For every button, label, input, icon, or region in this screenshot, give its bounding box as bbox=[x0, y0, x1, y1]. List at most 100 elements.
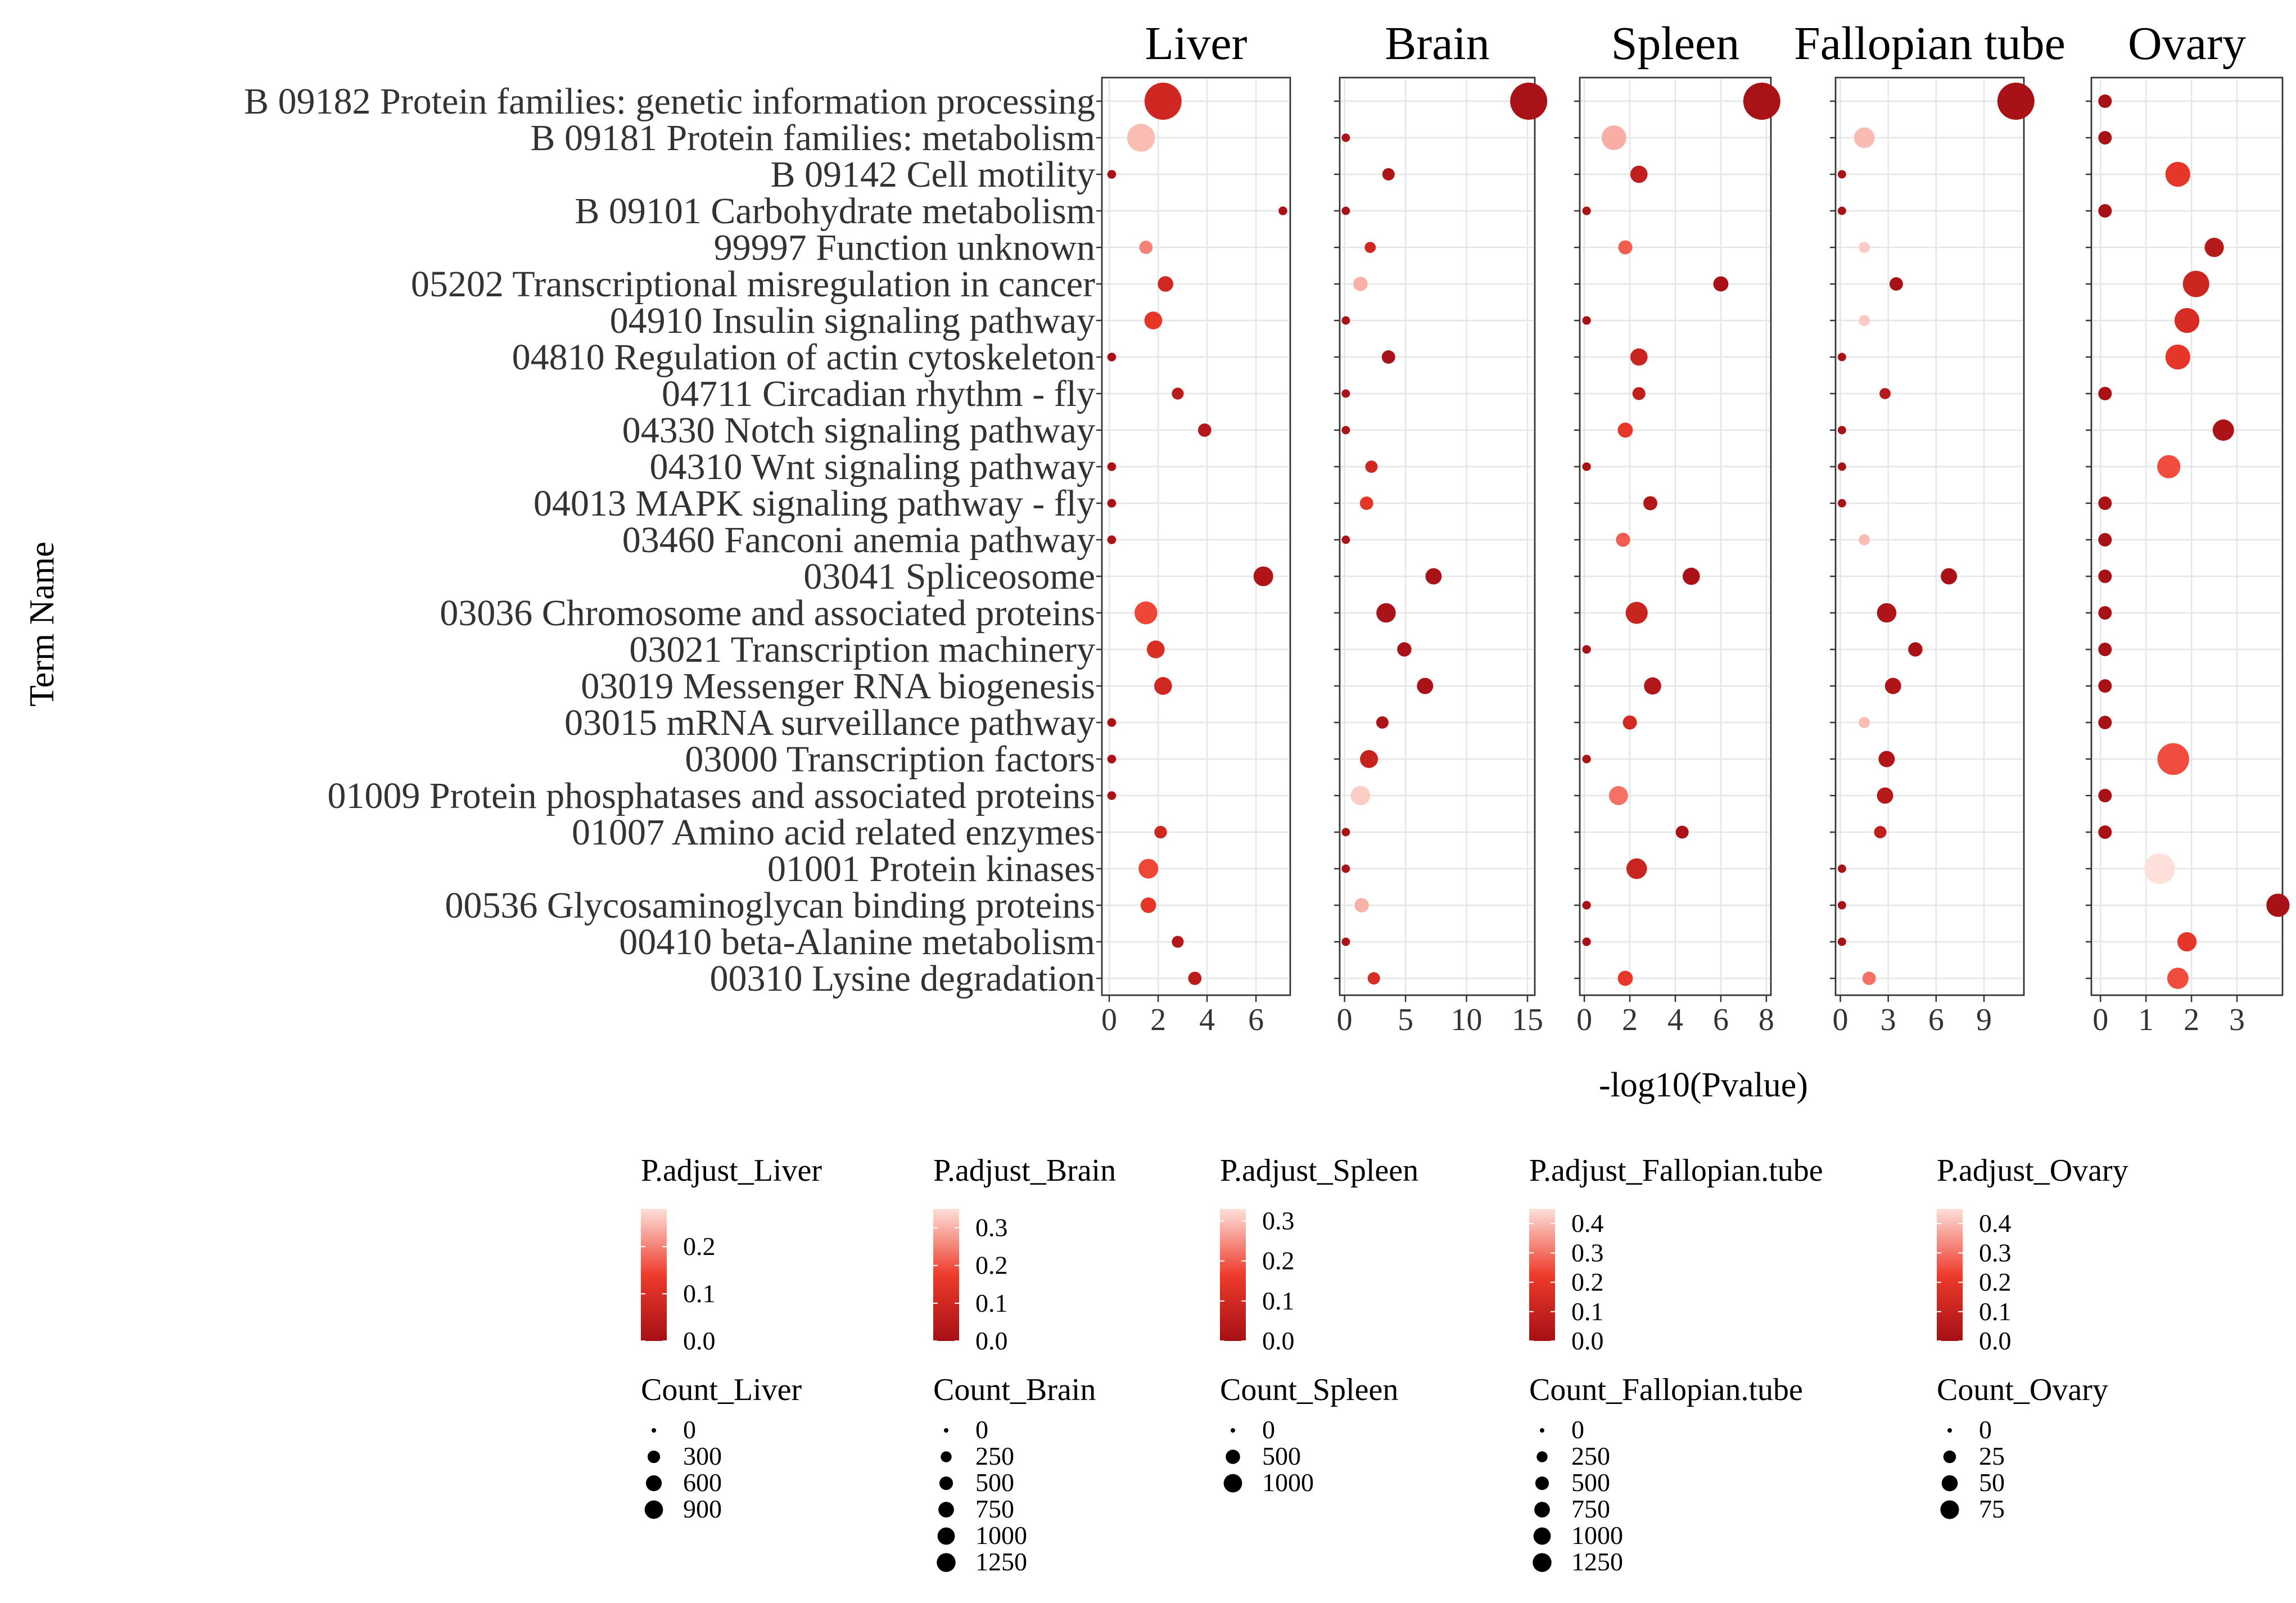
data-point bbox=[1139, 241, 1153, 254]
data-point bbox=[2098, 606, 2112, 620]
data-point bbox=[1837, 462, 1846, 471]
data-point bbox=[1417, 678, 1434, 694]
count-legend-label: 0 bbox=[975, 1415, 988, 1444]
data-point bbox=[1341, 864, 1350, 873]
data-point bbox=[1617, 422, 1633, 438]
term-label: 01009 Protein phosphatases and associate… bbox=[327, 775, 1095, 816]
data-point bbox=[2098, 643, 2112, 656]
colorbar-tick-label: 0.0 bbox=[1262, 1326, 1295, 1355]
x-tick-label: 6 bbox=[1248, 1003, 1264, 1037]
count-legend-dot bbox=[941, 1451, 952, 1462]
legend-liver: P.adjust_Liver 0.0 0.1 0.2 Count_Liver 030060… bbox=[641, 1153, 822, 1523]
data-point bbox=[2098, 533, 2112, 547]
panel-ovary: Ovary 0 1 2 3 bbox=[2086, 17, 2290, 1037]
data-point bbox=[1341, 206, 1350, 215]
count-legend-label: 300 bbox=[683, 1442, 722, 1470]
count-legend-dot bbox=[1534, 1502, 1550, 1518]
data-point bbox=[1582, 901, 1591, 910]
data-point bbox=[1837, 170, 1846, 179]
x-tick-label: 2 bbox=[1622, 1003, 1638, 1037]
term-label: 99997 Function unknown bbox=[714, 227, 1095, 268]
padj-colorbar bbox=[1529, 1209, 1555, 1341]
term-label: 04711 Circadian rhythm - fly bbox=[662, 373, 1095, 414]
data-point bbox=[1879, 388, 1891, 399]
term-label: 00410 beta-Alanine metabolism bbox=[619, 922, 1095, 963]
x-tick-label: 0 bbox=[1576, 1003, 1592, 1037]
data-point bbox=[1341, 937, 1350, 946]
data-point bbox=[1908, 642, 1923, 657]
term-label: 04330 Notch signaling pathway bbox=[622, 410, 1095, 451]
term-label: 03019 Messenger RNA biogenesis bbox=[581, 666, 1095, 707]
colorbar-tick-label: 0.3 bbox=[975, 1213, 1008, 1242]
data-point bbox=[1107, 462, 1117, 471]
data-point bbox=[2098, 716, 2112, 729]
data-point bbox=[1713, 276, 1729, 292]
count-legend-dot bbox=[1223, 1474, 1242, 1493]
term-label: B 09181 Protein families: metabolism bbox=[530, 118, 1095, 159]
colorbar-tick-label: 0.2 bbox=[975, 1251, 1008, 1280]
count-legend-title: Count_Ovary bbox=[1937, 1372, 2108, 1407]
data-point bbox=[1341, 828, 1350, 837]
count-legend-label: 75 bbox=[1979, 1494, 2005, 1523]
data-point bbox=[1353, 277, 1368, 291]
panel-border bbox=[1339, 76, 1536, 996]
data-point bbox=[1360, 750, 1378, 768]
colorbar-tick-label: 0.2 bbox=[1262, 1247, 1295, 1275]
data-point bbox=[1837, 864, 1846, 873]
data-point bbox=[1365, 460, 1378, 473]
count-legend-dot bbox=[1943, 1450, 1956, 1464]
data-point bbox=[2098, 204, 2112, 218]
padj-colorbar bbox=[1220, 1209, 1246, 1341]
legend-fallopian-tube: P.adjust_Fallopian.tube 0.00.10.20.30.4 Co… bbox=[1529, 1153, 1823, 1576]
count-legend-label: 0 bbox=[1262, 1415, 1275, 1444]
legend-spleen: P.adjust_Spleen 0.0 0.1 0.2 0.3 Count_Spleen 0… bbox=[1220, 1153, 1418, 1497]
panel-fallopian-tube: Fallopian tube 0 3 6 9 bbox=[1794, 17, 2066, 1037]
count-legend-label: 1250 bbox=[1571, 1547, 1623, 1576]
facet-strip-label: Spleen bbox=[1611, 17, 1740, 70]
data-point bbox=[1107, 718, 1117, 727]
x-tick-label: 0 bbox=[1833, 1003, 1848, 1037]
data-point bbox=[1582, 755, 1591, 764]
panel-brain: Brain 0 5 10 15 bbox=[1334, 17, 1548, 1037]
data-point bbox=[1510, 83, 1548, 120]
data-point bbox=[2098, 825, 2112, 839]
data-point bbox=[1341, 426, 1350, 435]
data-point bbox=[2212, 419, 2234, 441]
colorbar-tick-label: 0.0 bbox=[975, 1326, 1008, 1355]
count-legend-dot bbox=[937, 1527, 955, 1545]
data-point bbox=[1582, 937, 1591, 946]
data-point bbox=[1582, 462, 1591, 471]
data-point bbox=[1172, 936, 1184, 948]
data-point bbox=[1682, 567, 1700, 585]
count-legend-dot bbox=[937, 1553, 956, 1572]
x-tick-label: 3 bbox=[2229, 1003, 2245, 1037]
data-point bbox=[1144, 83, 1182, 120]
data-point bbox=[1997, 83, 2035, 120]
data-point bbox=[1146, 640, 1165, 658]
data-point bbox=[2098, 131, 2112, 145]
y-axis-title: Term Name bbox=[23, 541, 61, 706]
count-legend-dot bbox=[1533, 1527, 1551, 1545]
count-legend-dot bbox=[1947, 1428, 1952, 1433]
data-point bbox=[1188, 972, 1202, 985]
count-legend-dot bbox=[939, 1476, 953, 1491]
x-tick-label: 0 bbox=[1101, 1003, 1117, 1037]
term-labels: B 09182 Protein families: genetic inform… bbox=[244, 81, 1095, 999]
term-label: B 09101 Carbohydrate metabolism bbox=[575, 191, 1095, 232]
term-label: 01001 Protein kinases bbox=[767, 848, 1095, 889]
count-legend-dot bbox=[1231, 1428, 1235, 1433]
data-point bbox=[1382, 168, 1395, 181]
data-point bbox=[2157, 455, 2181, 478]
panel-border bbox=[1579, 76, 1772, 996]
data-point bbox=[2204, 237, 2224, 258]
count-legend-dot bbox=[1226, 1450, 1240, 1464]
data-point bbox=[2157, 743, 2189, 775]
term-label: 03015 mRNA surveillance pathway bbox=[564, 702, 1095, 743]
term-label: 04013 MAPK signaling pathway - fly bbox=[534, 483, 1095, 524]
data-point bbox=[1837, 426, 1846, 435]
facet-strip-label: Ovary bbox=[2128, 17, 2246, 70]
colorbar-tick-label: 0.1 bbox=[1571, 1297, 1604, 1326]
data-point bbox=[1376, 716, 1389, 729]
count-legend-dot bbox=[1540, 1428, 1544, 1433]
data-point bbox=[1675, 825, 1689, 839]
